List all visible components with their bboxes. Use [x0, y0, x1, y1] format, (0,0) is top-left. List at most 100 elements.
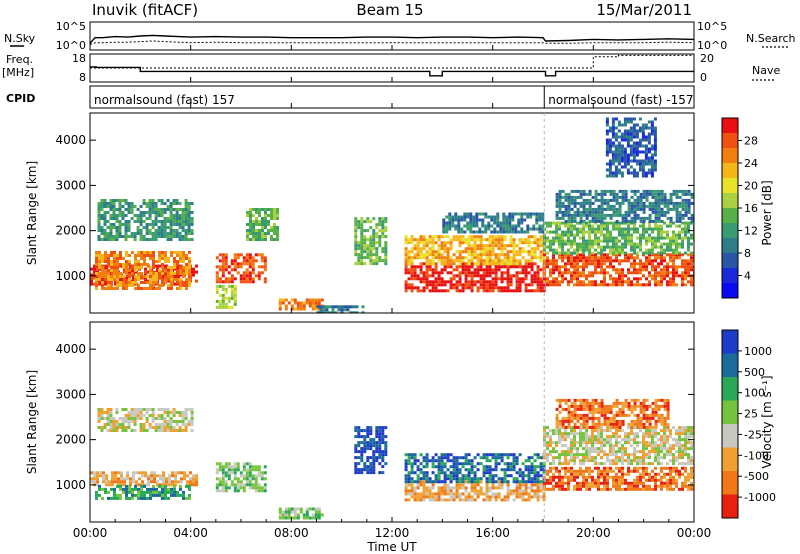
range-gate-cell [506, 486, 510, 490]
range-gate-cell [185, 257, 188, 260]
range-gate-cell [627, 210, 631, 214]
range-gate-cell [500, 459, 504, 463]
range-gate-cell [115, 426, 119, 429]
range-gate-cell [381, 465, 385, 469]
range-gate-cell [464, 468, 468, 472]
range-gate-cell [630, 189, 634, 193]
range-gate-cell [157, 235, 161, 238]
range-gate-cell [179, 284, 182, 287]
range-gate-cell [585, 216, 589, 220]
range-gate-cell [603, 245, 606, 249]
range-gate-cell [488, 474, 492, 478]
range-gate-cell [473, 262, 477, 266]
range-gate-cell [654, 242, 657, 246]
range-gate-cell [552, 251, 555, 255]
range-gate-cell [690, 253, 693, 257]
range-gate-cell [458, 262, 462, 266]
range-gate-cell [579, 216, 583, 220]
range-gate-cell [181, 423, 185, 426]
range-gate-cell [552, 221, 555, 225]
range-gate-cell [190, 408, 194, 411]
range-gate-cell [245, 474, 249, 478]
range-gate-cell [372, 462, 376, 466]
range-gate-cell [446, 259, 450, 263]
range-gate-cell [127, 223, 131, 226]
range-gate-cell [117, 471, 120, 475]
range-gate-cell [591, 283, 594, 287]
range-gate-cell [135, 483, 138, 487]
range-gate-cell [276, 211, 279, 214]
range-gate-cell [384, 247, 388, 251]
range-gate-cell [594, 268, 597, 272]
range-gate-cell [93, 267, 96, 271]
range-gate-cell [497, 241, 501, 245]
range-gate-cell [425, 459, 429, 463]
range-gate-cell [491, 280, 495, 284]
range-gate-cell [431, 462, 435, 466]
range-gate-cell [675, 248, 678, 252]
range-gate-cell [460, 215, 464, 219]
range-gate-cell [419, 241, 423, 245]
range-gate-cell [506, 244, 510, 248]
range-gate-cell [131, 496, 134, 500]
range-gate-cell [187, 211, 191, 214]
range-gate-cell [239, 280, 243, 284]
range-gate-cell [422, 277, 426, 281]
range-gate-cell [121, 429, 125, 432]
range-gate-cell [366, 447, 370, 451]
range-gate-cell [648, 262, 651, 266]
range-gate-cell [518, 253, 522, 257]
range-gate-cell [638, 150, 642, 154]
range-gate-cell [184, 205, 188, 208]
range-gate-cell [422, 235, 426, 239]
range-gate-cell [536, 495, 540, 499]
range-gate-cell [425, 262, 429, 266]
range-gate-cell [506, 271, 510, 275]
range-gate-cell [230, 268, 234, 272]
range-gate-cell [137, 260, 140, 263]
range-gate-cell [461, 483, 465, 487]
range-gate-cell [473, 477, 477, 481]
range-gate-cell [106, 408, 110, 411]
range-gate-cell [264, 226, 267, 229]
range-gate-cell [354, 253, 358, 257]
range-gate-cell [632, 132, 636, 136]
range-gate-cell [233, 486, 237, 490]
range-gate-cell [573, 277, 576, 281]
range-gate-cell [651, 251, 654, 255]
range-gate-cell [555, 201, 559, 205]
range-gate-cell [481, 221, 485, 225]
range-gate-cell [567, 233, 570, 237]
range-gate-cell [135, 282, 138, 286]
range-gate-cell [617, 144, 621, 148]
range-gate-cell [425, 471, 429, 475]
range-gate-cell [449, 495, 453, 499]
range-gate-cell [491, 492, 495, 496]
range-gate-cell [461, 465, 465, 469]
range-gate-cell [461, 474, 465, 478]
range-gate-cell [404, 474, 408, 478]
range-gate-cell [357, 256, 361, 260]
range-gate-cell [109, 414, 113, 417]
range-gate-cell [354, 465, 358, 469]
range-gate-cell [491, 250, 495, 254]
range-gate-cell [107, 272, 110, 275]
range-gate-cell [524, 271, 528, 275]
range-gate-cell [570, 233, 573, 237]
range-gate-cell [609, 259, 612, 263]
range-gate-cell [416, 253, 420, 257]
range-gate-cell [476, 286, 480, 290]
range-gate-cell [546, 224, 549, 228]
range-gate-cell [482, 253, 486, 257]
range-gate-cell [470, 256, 474, 260]
range-gate-cell [257, 471, 261, 475]
range-gate-cell [130, 417, 134, 420]
range-gate-cell [130, 205, 134, 208]
range-gate-cell [181, 229, 185, 232]
range-gate-cell [170, 266, 173, 269]
range-gate-cell [657, 239, 660, 243]
range-gate-cell [419, 268, 423, 272]
range-gate-cell [434, 280, 438, 284]
range-gate-cell [644, 138, 648, 142]
range-gate-cell [651, 236, 654, 240]
